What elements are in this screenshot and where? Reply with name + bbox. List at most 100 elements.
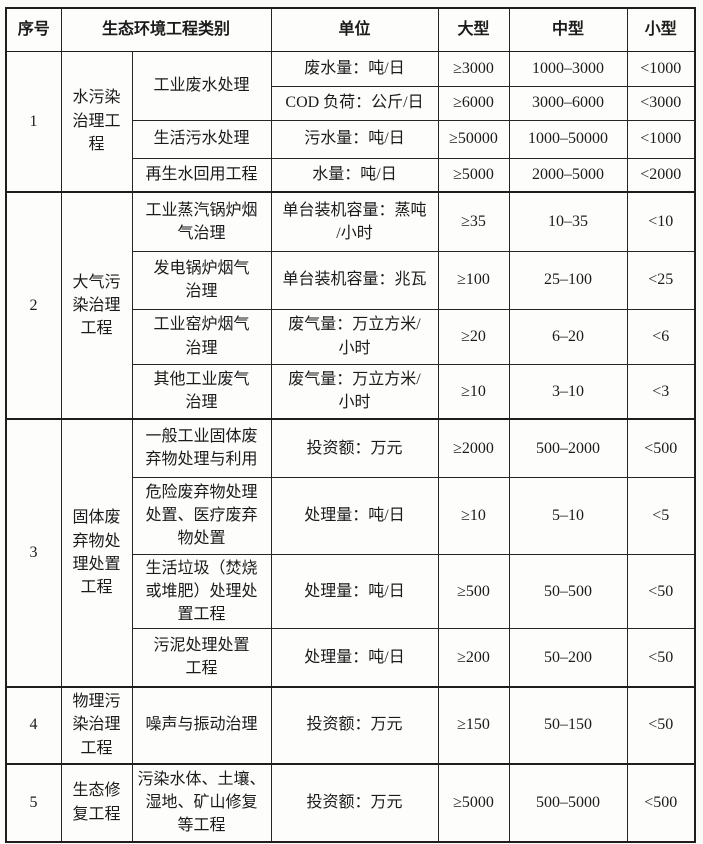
unit-cell: 废气量：万立方米/ 小时 — [270, 363, 439, 420]
large-value-cell: ≥35 — [437, 191, 510, 252]
subcategory-cell: 生活垃圾（焚烧 或堆肥）处理处 置工程 — [131, 553, 272, 630]
category-cell: 生态修 复工程 — [60, 762, 133, 843]
table-row: 污泥处理处置 工程 处理量：吨/日 ≥200 50–200 <50 — [6, 628, 696, 688]
small-value-cell: <1000 — [626, 119, 696, 159]
unit-cell: 处理量：吨/日 — [270, 476, 439, 555]
large-value-cell: ≥50000 — [437, 119, 510, 159]
subcategory-cell: 工业废水处理 — [131, 50, 272, 121]
category-cell: 水污染 治理工 程 — [60, 50, 133, 193]
subcategory-cell: 污泥处理处置 工程 — [131, 628, 272, 688]
header-cell-no: 序号 — [5, 7, 62, 52]
unit-cell: COD 负荷：公斤/日 — [270, 85, 439, 121]
section-number: 2 — [5, 191, 62, 420]
unit-cell: 废水量：吨/日 — [270, 50, 439, 87]
category-cell: 固体废 弃物处 理处置 工程 — [60, 418, 133, 688]
header-cell-small: 小型 — [626, 7, 696, 52]
medium-value-cell: 6–20 — [508, 308, 628, 365]
small-value-cell: <1000 — [626, 50, 696, 87]
medium-value-cell: 3000–6000 — [508, 85, 628, 121]
large-value-cell: ≥150 — [437, 685, 510, 765]
unit-cell: 投资额：万元 — [270, 418, 439, 478]
table-row: 3 固体废 弃物处 理处置 工程 一般工业固体废 弃物处理与利用 投资额：万元 … — [5, 418, 696, 688]
small-value-cell: <10 — [626, 191, 696, 252]
table-row: 5 生态修 复工程 污染水体、土壤、 湿地、矿山修复 等工程 投资额：万元 ≥5… — [5, 762, 696, 843]
classification-table: 序号 生态环境工程类别 单位 大型 中型 小型 1 水污染 治理工 程 工业废水… — [5, 7, 697, 843]
small-value-cell: <3000 — [626, 85, 696, 121]
small-value-cell: <50 — [626, 553, 696, 630]
small-value-cell: <2000 — [626, 157, 696, 193]
table-row: 2 大气污 染治理 工程 工业蒸汽锅炉烟 气治理 单台装机容量：蒸吨 /小时 ≥… — [5, 191, 696, 420]
medium-value-cell: 10–35 — [508, 191, 628, 252]
medium-value-cell: 50–500 — [508, 553, 628, 630]
large-value-cell: ≥100 — [437, 250, 510, 310]
unit-cell: 投资额：万元 — [270, 685, 439, 765]
small-value-cell: <25 — [626, 250, 696, 310]
subcategory-cell: 工业窑炉烟气 治理 — [131, 308, 272, 365]
large-value-cell: ≥5000 — [437, 762, 510, 843]
medium-value-cell: 50–150 — [508, 685, 628, 765]
table-row: COD 负荷：公斤/日 ≥6000 3000–6000 <3000 — [6, 85, 696, 121]
subcategory-cell: 再生水回用工程 — [131, 157, 272, 193]
header-cell-medium: 中型 — [508, 7, 628, 52]
header-cell-large: 大型 — [437, 7, 510, 52]
category-cell: 物理污 染治理 工程 — [60, 685, 133, 765]
unit-cell: 单台装机容量：兆瓦 — [270, 250, 439, 310]
table-row: 其他工业废气 治理 废气量：万立方米/ 小时 ≥10 3–10 <3 — [6, 363, 696, 420]
unit-cell: 水量：吨/日 — [270, 157, 439, 193]
large-value-cell: ≥10 — [437, 476, 510, 555]
medium-value-cell: 500–2000 — [508, 418, 628, 478]
unit-cell: 污水量：吨/日 — [270, 119, 439, 159]
large-value-cell: ≥20 — [437, 308, 510, 365]
small-value-cell: <5 — [626, 476, 696, 555]
unit-cell: 单台装机容量：蒸吨 /小时 — [270, 191, 439, 252]
subcategory-cell: 工业蒸汽锅炉烟 气治理 — [131, 191, 272, 252]
section-number: 5 — [5, 762, 62, 843]
table-row: 4 物理污 染治理 工程 噪声与振动治理 投资额：万元 ≥150 50–150 … — [5, 685, 696, 765]
medium-value-cell: 500–5000 — [508, 762, 628, 843]
table-row: 生活垃圾（焚烧 或堆肥）处理处 置工程 处理量：吨/日 ≥500 50–500 … — [6, 553, 696, 630]
large-value-cell: ≥200 — [437, 628, 510, 688]
unit-cell: 处理量：吨/日 — [270, 628, 439, 688]
subcategory-cell: 生活污水处理 — [131, 119, 272, 159]
table-row: 生活污水处理 污水量：吨/日 ≥50000 1000–50000 <1000 — [6, 119, 696, 159]
subcategory-cell: 危险废弃物处理 处置、医疗废弃 物处置 — [131, 476, 272, 555]
large-value-cell: ≥500 — [437, 553, 510, 630]
category-cell: 大气污 染治理 工程 — [60, 191, 133, 420]
section-number: 3 — [5, 418, 62, 688]
table-row: 工业窑炉烟气 治理 废气量：万立方米/ 小时 ≥20 6–20 <6 — [6, 308, 696, 365]
large-value-cell: ≥3000 — [437, 50, 510, 87]
table-row: 危险废弃物处理 处置、医疗废弃 物处置 处理量：吨/日 ≥10 5–10 <5 — [6, 476, 696, 555]
medium-value-cell: 1000–3000 — [508, 50, 628, 87]
section-number: 1 — [5, 50, 62, 193]
small-value-cell: <500 — [626, 762, 696, 843]
large-value-cell: ≥6000 — [437, 85, 510, 121]
subcategory-cell: 其他工业废气 治理 — [131, 363, 272, 420]
unit-cell: 废气量：万立方米/ 小时 — [270, 308, 439, 365]
medium-value-cell: 3–10 — [508, 363, 628, 420]
small-value-cell: <50 — [626, 685, 696, 765]
table-row: 发电锅炉烟气 治理 单台装机容量：兆瓦 ≥100 25–100 <25 — [6, 250, 696, 310]
small-value-cell: <3 — [626, 363, 696, 420]
medium-value-cell: 50–200 — [508, 628, 628, 688]
subcategory-cell: 噪声与振动治理 — [131, 685, 272, 765]
subcategory-cell: 一般工业固体废 弃物处理与利用 — [131, 418, 272, 478]
table-row: 1 水污染 治理工 程 工业废水处理 废水量：吨/日 ≥3000 1000–30… — [5, 50, 696, 193]
large-value-cell: ≥5000 — [437, 157, 510, 193]
section-number: 4 — [5, 685, 62, 765]
header-cell-unit: 单位 — [270, 7, 439, 52]
subcategory-cell: 污染水体、土壤、 湿地、矿山修复 等工程 — [131, 762, 272, 843]
medium-value-cell: 1000–50000 — [508, 119, 628, 159]
medium-value-cell: 25–100 — [508, 250, 628, 310]
unit-cell: 处理量：吨/日 — [270, 553, 439, 630]
large-value-cell: ≥10 — [437, 363, 510, 420]
medium-value-cell: 2000–5000 — [508, 157, 628, 193]
unit-cell: 投资额：万元 — [270, 762, 439, 843]
subcategory-cell: 发电锅炉烟气 治理 — [131, 250, 272, 310]
small-value-cell: <500 — [626, 418, 696, 478]
small-value-cell: <6 — [626, 308, 696, 365]
header-row: 序号 生态环境工程类别 单位 大型 中型 小型 — [5, 7, 696, 52]
medium-value-cell: 5–10 — [508, 476, 628, 555]
large-value-cell: ≥2000 — [437, 418, 510, 478]
header-cell-category: 生态环境工程类别 — [60, 7, 272, 52]
